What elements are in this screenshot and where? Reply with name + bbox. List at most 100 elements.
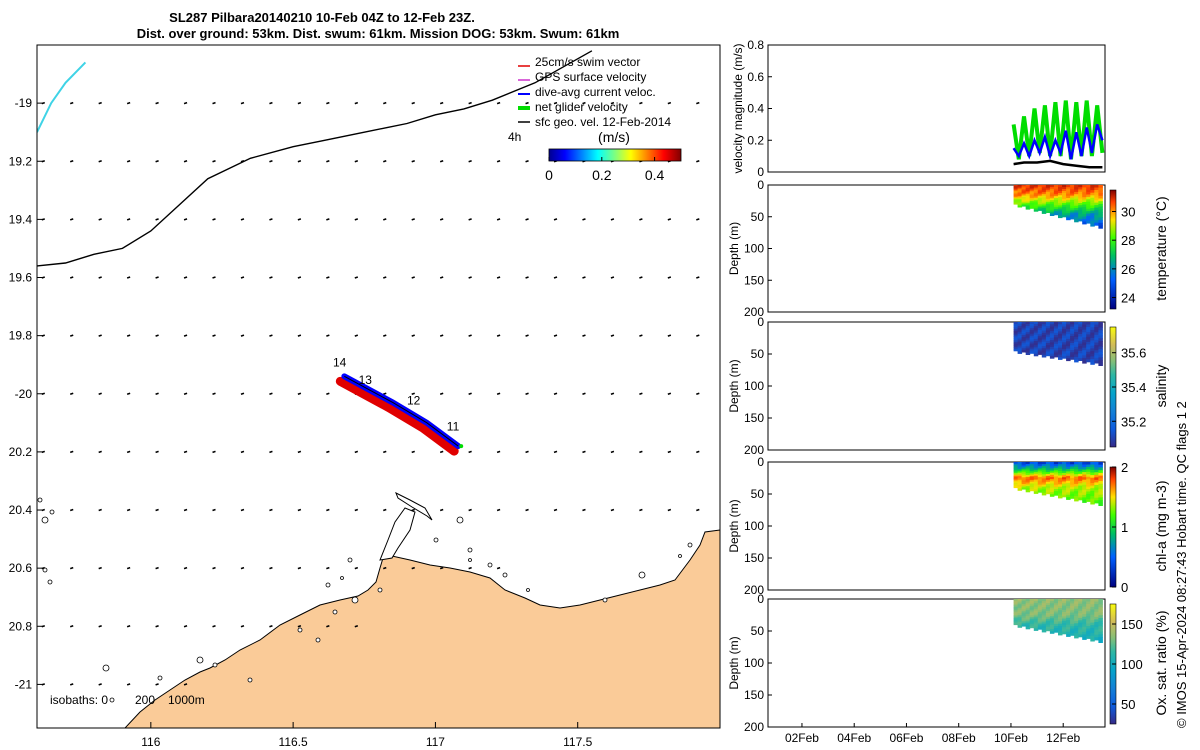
- salinity-cell: [1082, 332, 1087, 336]
- chl-a-cell: [1070, 462, 1075, 465]
- chl-a-cell: [1058, 486, 1063, 490]
- salinity-cell: [1033, 336, 1039, 340]
- oxygen-cell: [1045, 614, 1051, 618]
- temperature-cell: [1041, 197, 1047, 200]
- temperature-cell: [1037, 208, 1043, 211]
- oxygen-cell: [1082, 606, 1087, 610]
- oxygen-cell: [1058, 632, 1063, 636]
- oxygen-cell: [1021, 614, 1027, 617]
- chl-a-cell: [1041, 474, 1047, 477]
- geo-vector: [155, 334, 159, 337]
- temperature-cell: [1029, 202, 1035, 205]
- oxygen-cell: [1074, 606, 1079, 610]
- oxygen-cell: [1074, 613, 1079, 617]
- salinity-cell: [1090, 337, 1095, 341]
- oxygen-cell: [1033, 601, 1039, 604]
- chl-a-cell: [1078, 485, 1083, 489]
- salinity-cell: [1098, 343, 1103, 347]
- oxygen-cell: [1058, 603, 1063, 607]
- salinity-cell: [1062, 333, 1067, 337]
- oxygen-cell: [1045, 603, 1051, 606]
- oxygen-colorbar-tick-label: 100: [1121, 657, 1143, 672]
- chl-a-cell: [1062, 488, 1067, 491]
- velocity-y-tick-label: 0.8: [747, 38, 764, 52]
- salinity-y-tick-label: 150: [744, 411, 764, 425]
- oxygen-cell: [1037, 627, 1043, 630]
- chl-a-cell: [1045, 471, 1051, 475]
- temperature-cell: [1045, 200, 1051, 203]
- temperature-cell: [1041, 202, 1047, 205]
- salinity-cell: [1074, 346, 1079, 350]
- temperature-cell: [1062, 196, 1067, 200]
- salinity-cell: [1045, 343, 1051, 346]
- geo-vector: [525, 392, 529, 396]
- salinity-cell: [1062, 331, 1067, 334]
- velocity-y-tick-label: 0.4: [747, 102, 764, 116]
- oxygen-cell: [1090, 625, 1095, 629]
- chl-a-cell: [1062, 492, 1067, 496]
- chl-a-cell: [1049, 472, 1055, 476]
- temperature-cell: [1098, 203, 1103, 208]
- geo-vector: [553, 508, 558, 512]
- salinity-cell: [1070, 329, 1075, 332]
- oxygen-cell: [1045, 622, 1051, 626]
- geo-vector: [667, 276, 672, 279]
- oxygen-cell: [1074, 601, 1079, 605]
- oxygen-cell: [1037, 617, 1043, 621]
- colorbar-label-ms: (m/s): [598, 129, 630, 145]
- temperature-cell: [1098, 212, 1103, 216]
- oxygen-cell: [1090, 599, 1095, 603]
- temperature-cell: [1090, 210, 1095, 214]
- oxygen-cell: [1033, 618, 1039, 622]
- temperature-cell: [1049, 198, 1055, 201]
- salinity-cell: [1070, 338, 1075, 342]
- chl-a-cell: [1025, 473, 1031, 476]
- chl-a-cell: [1013, 463, 1019, 466]
- salinity-cell: [1037, 344, 1043, 347]
- chl-a-cell: [1082, 462, 1087, 465]
- temperature-cell: [1058, 215, 1063, 219]
- temperature-cell: [1062, 206, 1067, 210]
- salinity-cell: [1086, 339, 1091, 343]
- temperature-cell: [1090, 187, 1095, 191]
- salinity-cell: [1082, 329, 1087, 333]
- chl-a-cell: [1029, 478, 1035, 481]
- chl-a-cell: [1025, 484, 1031, 487]
- temperature-cell: [1041, 186, 1047, 190]
- chl-a-cell: [1078, 492, 1083, 496]
- salinity-cell: [1045, 340, 1051, 344]
- temperature-cell: [1025, 188, 1031, 190]
- salinity-cell: [1029, 333, 1035, 337]
- chl-a-cell: [1062, 466, 1067, 469]
- chl-a-cell: [1037, 473, 1043, 476]
- salinity-cell: [1013, 341, 1019, 345]
- chl-a-cell: [1086, 493, 1091, 497]
- geo-vector: [468, 392, 472, 396]
- chl-a-cell: [1062, 494, 1067, 498]
- salinity-cell: [1062, 337, 1067, 341]
- chl-a-cell: [1025, 465, 1031, 469]
- salinity-cell: [1025, 348, 1031, 351]
- time-x-ticks: 02Feb 04Feb 06Feb 08Feb 10Feb 12Feb: [785, 723, 1081, 745]
- isobath-label: isobaths: 0: [50, 693, 108, 707]
- temperature-cell: [1098, 209, 1103, 213]
- salinity-cell: [1098, 322, 1103, 326]
- chl-a-cell: [1025, 476, 1031, 480]
- chl-a-cell: [1066, 478, 1071, 482]
- oxygen-cell: [1045, 604, 1051, 608]
- salinity-cell: [1033, 343, 1039, 346]
- geo-vector: [439, 566, 444, 570]
- temperature-cell: [1098, 206, 1103, 210]
- chl-a-cell: [1070, 486, 1075, 490]
- oxygen-cell: [1098, 623, 1103, 627]
- temperature-cell: [1025, 197, 1031, 200]
- geo-vector: [610, 450, 615, 454]
- oxygen-cell: [1053, 617, 1059, 621]
- oxygen-cell: [1037, 602, 1043, 606]
- salinity-cell: [1094, 327, 1099, 331]
- chl-a-cell: [1070, 477, 1075, 481]
- geo-vector: [269, 566, 273, 570]
- chl-a-cell: [1045, 485, 1051, 489]
- temperature-colorbar-tick-label: 28: [1121, 233, 1135, 248]
- salinity-cell: [1013, 338, 1019, 341]
